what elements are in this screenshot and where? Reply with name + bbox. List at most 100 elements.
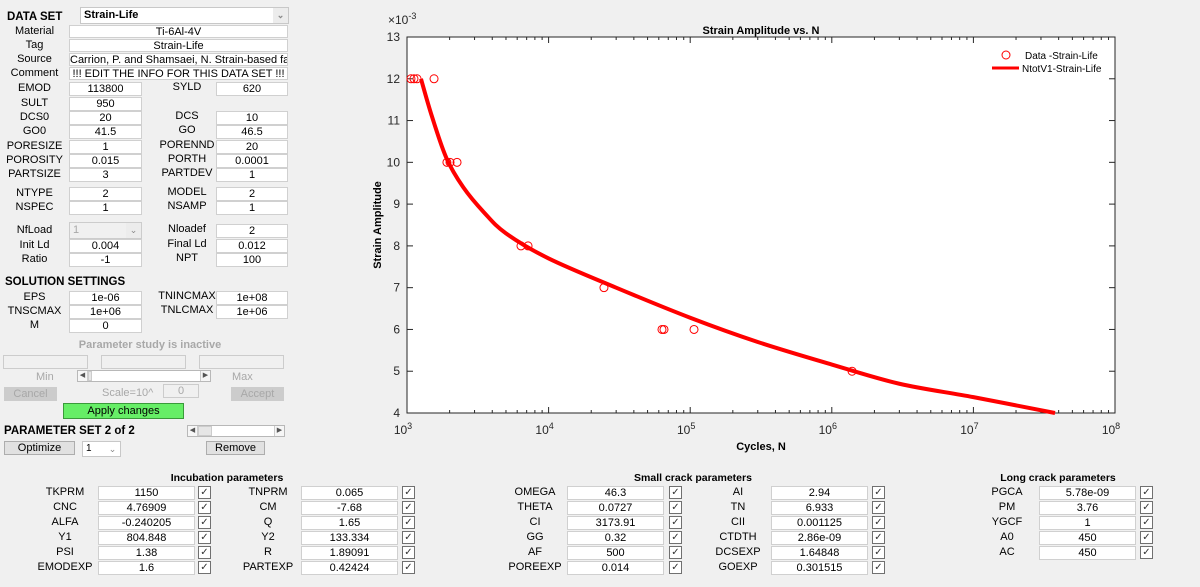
emodexp-input[interactable]: 1.6 bbox=[98, 561, 195, 575]
slider-thumb[interactable] bbox=[198, 426, 212, 436]
go-input[interactable]: 46.5 bbox=[216, 125, 288, 139]
theta-input[interactable]: 0.0727 bbox=[567, 501, 664, 515]
model-input[interactable]: 2 bbox=[216, 187, 288, 201]
gg-input[interactable]: 0.32 bbox=[567, 531, 664, 545]
af-checkbox[interactable]: ✓ bbox=[669, 546, 682, 559]
cancel-button[interactable]: Cancel bbox=[4, 387, 57, 401]
accept-button[interactable]: Accept bbox=[231, 387, 284, 401]
syld-input[interactable]: 620 bbox=[216, 82, 288, 96]
cm-input[interactable]: -7.68 bbox=[301, 501, 398, 515]
tnprm-checkbox[interactable]: ✓ bbox=[402, 486, 415, 499]
ai-input[interactable]: 2.94 bbox=[771, 486, 868, 500]
a0-input[interactable]: 450 bbox=[1039, 531, 1136, 545]
go0-input[interactable]: 41.5 bbox=[69, 125, 142, 139]
cnc-input[interactable]: 4.76909 bbox=[98, 501, 195, 515]
ygcf-checkbox[interactable]: ✓ bbox=[1140, 516, 1153, 529]
emodexp-checkbox[interactable]: ✓ bbox=[198, 561, 211, 574]
tn-checkbox[interactable]: ✓ bbox=[872, 501, 885, 514]
nspec-input[interactable]: 1 bbox=[69, 201, 142, 215]
slider-thumb[interactable] bbox=[88, 371, 92, 381]
ctdth-input[interactable]: 2.86e-09 bbox=[771, 531, 868, 545]
tkprm-checkbox[interactable]: ✓ bbox=[198, 486, 211, 499]
omega-checkbox[interactable]: ✓ bbox=[669, 486, 682, 499]
poreexp-checkbox[interactable]: ✓ bbox=[669, 561, 682, 574]
gg-checkbox[interactable]: ✓ bbox=[669, 531, 682, 544]
ygcf-input[interactable]: 1 bbox=[1039, 516, 1136, 530]
optimize-button[interactable]: Optimize bbox=[4, 441, 75, 455]
cii-checkbox[interactable]: ✓ bbox=[872, 516, 885, 529]
omega-input[interactable]: 46.3 bbox=[567, 486, 664, 500]
cnc-checkbox[interactable]: ✓ bbox=[198, 501, 211, 514]
final-ld-input[interactable]: 0.012 bbox=[216, 239, 288, 253]
npt-input[interactable]: 100 bbox=[216, 253, 288, 267]
param-study-slider[interactable]: ◀ ▶ bbox=[77, 370, 211, 382]
parameter-set-slider[interactable]: ◀ ▶ bbox=[187, 425, 285, 437]
af-input[interactable]: 500 bbox=[567, 546, 664, 560]
y1-input[interactable]: 804.848 bbox=[98, 531, 195, 545]
partexp-input[interactable]: 0.42424 bbox=[301, 561, 398, 575]
pgca-checkbox[interactable]: ✓ bbox=[1140, 486, 1153, 499]
tnscmax-input[interactable]: 1e+06 bbox=[69, 305, 142, 319]
eps-input[interactable]: 1e-06 bbox=[69, 291, 142, 305]
poreexp-input[interactable]: 0.014 bbox=[567, 561, 664, 575]
sult-input[interactable]: 950 bbox=[69, 97, 142, 111]
ctdth-checkbox[interactable]: ✓ bbox=[872, 531, 885, 544]
emod-input[interactable]: 113800 bbox=[69, 82, 142, 96]
theta-checkbox[interactable]: ✓ bbox=[669, 501, 682, 514]
pgca-input[interactable]: 5.78e-09 bbox=[1039, 486, 1136, 500]
tag-input[interactable]: Strain-Life bbox=[69, 39, 288, 52]
scale-input[interactable]: 0 bbox=[163, 384, 199, 398]
ai-checkbox[interactable]: ✓ bbox=[872, 486, 885, 499]
dcsexp-checkbox[interactable]: ✓ bbox=[872, 546, 885, 559]
cii-input[interactable]: 0.001125 bbox=[771, 516, 868, 530]
nsamp-input[interactable]: 1 bbox=[216, 201, 288, 215]
dataset-dropdown[interactable]: Strain-Life ⌄ bbox=[80, 7, 289, 24]
partexp-checkbox[interactable]: ✓ bbox=[402, 561, 415, 574]
psi-checkbox[interactable]: ✓ bbox=[198, 546, 211, 559]
a0-checkbox[interactable]: ✓ bbox=[1140, 531, 1153, 544]
tnlcmax-input[interactable]: 1e+06 bbox=[216, 305, 288, 319]
r-input[interactable]: 1.89091 bbox=[301, 546, 398, 560]
nloadef-input[interactable]: 2 bbox=[216, 224, 288, 238]
porennd-input[interactable]: 20 bbox=[216, 140, 288, 154]
porosity-input[interactable]: 0.015 bbox=[69, 154, 142, 168]
y2-checkbox[interactable]: ✓ bbox=[402, 531, 415, 544]
alfa-input[interactable]: -0.240205 bbox=[98, 516, 195, 530]
cm-checkbox[interactable]: ✓ bbox=[402, 501, 415, 514]
r-checkbox[interactable]: ✓ bbox=[402, 546, 415, 559]
q-input[interactable]: 1.65 bbox=[301, 516, 398, 530]
parameter-set-select[interactable]: 1 ⌄ bbox=[82, 441, 121, 457]
slider-right-arrow-icon[interactable]: ▶ bbox=[274, 426, 284, 436]
slider-right-arrow-icon[interactable]: ▶ bbox=[200, 371, 210, 381]
material-input[interactable]: Ti-6Al-4V bbox=[69, 25, 288, 38]
ntype-input[interactable]: 2 bbox=[69, 187, 142, 201]
ac-input[interactable]: 450 bbox=[1039, 546, 1136, 560]
porth-input[interactable]: 0.0001 bbox=[216, 154, 288, 168]
comment-input[interactable]: !!! EDIT THE INFO FOR THIS DATA SET !!! bbox=[69, 67, 288, 80]
y1-checkbox[interactable]: ✓ bbox=[198, 531, 211, 544]
tkprm-input[interactable]: 1150 bbox=[98, 486, 195, 500]
ac-checkbox[interactable]: ✓ bbox=[1140, 546, 1153, 559]
ci-input[interactable]: 3173.91 bbox=[567, 516, 664, 530]
apply-changes-button[interactable]: Apply changes bbox=[63, 403, 184, 419]
m-input[interactable]: 0 bbox=[69, 319, 142, 333]
nfload-select[interactable]: 1 ⌄ bbox=[69, 222, 142, 239]
source-input[interactable]: Carrion, P. and Shamsaei, N. Strain-base… bbox=[69, 53, 288, 66]
tnincmax-input[interactable]: 1e+08 bbox=[216, 291, 288, 305]
dcs0-input[interactable]: 20 bbox=[69, 111, 142, 125]
dcsexp-input[interactable]: 1.64848 bbox=[771, 546, 868, 560]
slider-left-arrow-icon[interactable]: ◀ bbox=[188, 426, 198, 436]
pm-checkbox[interactable]: ✓ bbox=[1140, 501, 1153, 514]
init-ld-input[interactable]: 0.004 bbox=[69, 239, 142, 253]
goexp-input[interactable]: 0.301515 bbox=[771, 561, 868, 575]
ratio-input[interactable]: -1 bbox=[69, 253, 142, 267]
slider-left-arrow-icon[interactable]: ◀ bbox=[78, 371, 88, 381]
partdev-input[interactable]: 1 bbox=[216, 168, 288, 182]
goexp-checkbox[interactable]: ✓ bbox=[872, 561, 885, 574]
y2-input[interactable]: 133.334 bbox=[301, 531, 398, 545]
pm-input[interactable]: 3.76 bbox=[1039, 501, 1136, 515]
tn-input[interactable]: 6.933 bbox=[771, 501, 868, 515]
dcs-input[interactable]: 10 bbox=[216, 111, 288, 125]
q-checkbox[interactable]: ✓ bbox=[402, 516, 415, 529]
psi-input[interactable]: 1.38 bbox=[98, 546, 195, 560]
